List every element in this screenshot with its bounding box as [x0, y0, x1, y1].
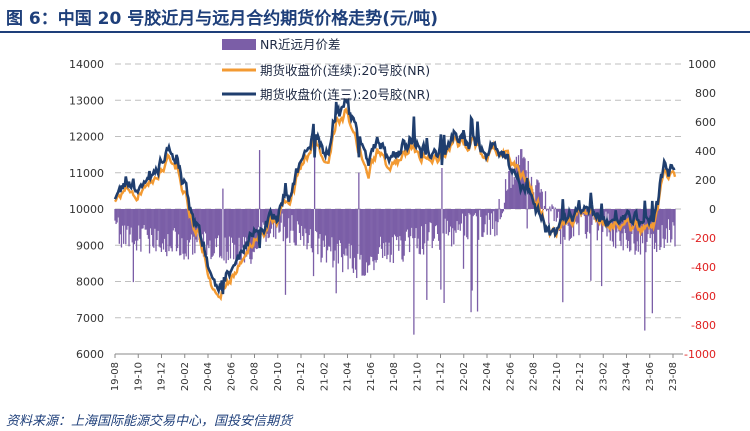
x-tick-label: 20-12: [296, 362, 307, 391]
right-tick-label: 800: [695, 87, 716, 100]
x-tick-label: 21-06: [366, 362, 377, 391]
right-tick-label: 1000: [688, 58, 716, 71]
chart-title: 图 6：中国 20 号胶近月与远月合约期货价格走势(元/吨): [6, 9, 438, 29]
x-tick-label: 22-12: [575, 362, 586, 391]
x-tick-label: 21-04: [343, 362, 354, 391]
x-tick-label: 20-06: [226, 362, 237, 391]
series-line-third: [113, 97, 676, 296]
x-tick-label: 22-06: [505, 362, 516, 391]
x-tick-label: 20-02: [180, 362, 191, 391]
left-tick-label: 6000: [76, 348, 104, 361]
x-tick-label: 19-10: [133, 362, 144, 391]
legend-label: NR近远月价差: [260, 37, 341, 52]
x-tick-label: 21-10: [412, 362, 423, 391]
x-tick-label: 19-08: [110, 362, 121, 391]
left-tick-label: 9000: [76, 239, 104, 252]
legend-label: 期货收盘价(连三):20号胶(NR): [260, 87, 430, 102]
x-tick-label: 22-04: [482, 362, 493, 391]
right-tick-label: 400: [695, 145, 716, 158]
left-tick-label: 12000: [69, 131, 104, 144]
left-tick-label: 11000: [69, 167, 104, 180]
x-tick-label: 23-04: [622, 362, 633, 391]
right-tick-label: -200: [691, 232, 716, 245]
x-tick-label: 23-06: [645, 362, 656, 391]
right-tick-label: -600: [691, 290, 716, 303]
right-tick-label: -800: [691, 319, 716, 332]
right-tick-label: 600: [695, 116, 716, 129]
x-tick-label: 19-12: [157, 362, 168, 391]
x-tick-label: 21-08: [389, 362, 400, 391]
x-tick-label: 20-08: [250, 362, 261, 391]
title-divider: [0, 31, 750, 33]
source-note: 资料来源：上海国际能源交易中心，国投安信期货: [6, 414, 293, 429]
x-tick-label: 23-08: [668, 362, 679, 391]
left-tick-label: 8000: [76, 276, 104, 289]
x-tick-label: 23-02: [598, 362, 609, 391]
legend-swatch-spread: [222, 39, 256, 50]
left-tick-label: 10000: [69, 203, 104, 216]
x-tick-label: 21-12: [436, 362, 447, 391]
x-tick-label: 20-10: [273, 362, 284, 391]
x-tick-label: 21-02: [319, 362, 330, 391]
chart-canvas: 6000700080009000100001100012000130001400…: [69, 37, 716, 391]
x-tick-label: 20-04: [203, 362, 214, 391]
x-tick-label: 22-10: [552, 362, 563, 391]
right-tick-label: -1000: [684, 348, 716, 361]
left-tick-label: 13000: [69, 94, 104, 107]
right-tick-label: 200: [695, 174, 716, 187]
right-tick-label: -400: [691, 261, 716, 274]
left-tick-label: 7000: [76, 312, 104, 325]
x-tick-label: 22-02: [459, 362, 470, 391]
left-tick-label: 14000: [69, 58, 104, 71]
x-tick-label: 22-08: [529, 362, 540, 391]
legend-label: 期货收盘价(连续):20号胶(NR): [260, 63, 430, 78]
right-tick-label: 0: [709, 203, 716, 216]
